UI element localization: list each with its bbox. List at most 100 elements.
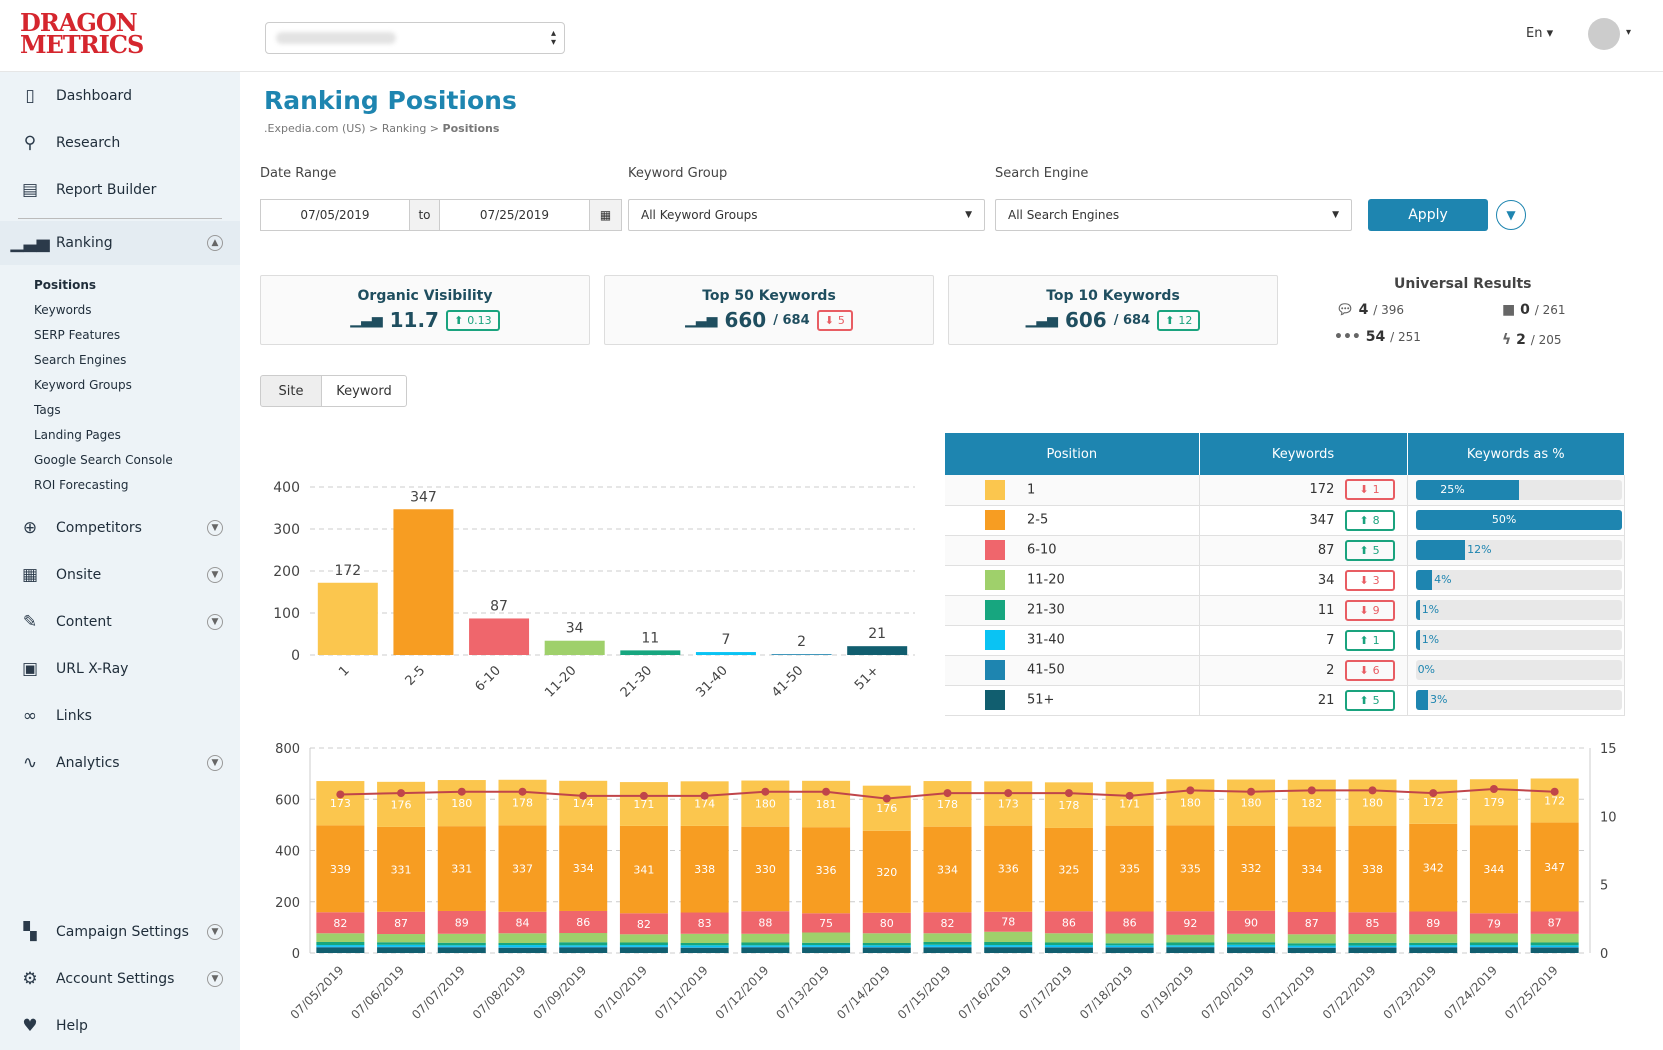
pct-cell: 25% bbox=[1407, 475, 1625, 506]
stack-segment bbox=[1530, 822, 1579, 912]
apply-button[interactable]: Apply bbox=[1368, 199, 1488, 231]
x-tick-label: 31-40 bbox=[693, 663, 730, 700]
stack-segment bbox=[1227, 947, 1276, 953]
expand-filters-button[interactable]: ▼ bbox=[1496, 200, 1526, 230]
sidebar-item-account-settings[interactable]: ⚙ Account Settings ▼ bbox=[0, 957, 240, 1001]
sidebar-sub-tags[interactable]: Tags bbox=[34, 403, 61, 417]
arrow-down-icon: ⬇ bbox=[1359, 603, 1369, 617]
y2-tick-label: 15 bbox=[1600, 742, 1617, 757]
x-tick-label: 1 bbox=[336, 663, 352, 679]
stack-segment bbox=[316, 912, 365, 934]
stack-segment bbox=[923, 947, 972, 953]
sidebar-item-research[interactable]: ⚲ Research bbox=[0, 121, 240, 165]
data-label: 21 bbox=[868, 626, 886, 642]
col-position[interactable]: Position bbox=[945, 433, 1200, 475]
sidebar: ▯ Dashboard ⚲ Research ▤ Report Builder ▁▃▅… bbox=[0, 72, 240, 1050]
sidebar-item-ranking[interactable]: ▁▃▅ Ranking ▲ bbox=[0, 221, 240, 265]
sidebar-item-links[interactable]: ∞ Links bbox=[0, 694, 240, 738]
sidebar-item-report-builder[interactable]: ▤ Report Builder bbox=[0, 168, 240, 212]
sidebar-sub-roi-forecasting[interactable]: ROI Forecasting bbox=[34, 478, 129, 492]
stack-segment bbox=[923, 941, 972, 945]
tab-keyword[interactable]: Keyword bbox=[321, 375, 407, 407]
bar-chart-icon: ▁▃▅ bbox=[685, 312, 718, 328]
stack-segment bbox=[559, 946, 608, 948]
language-selector[interactable]: En ▾ bbox=[1526, 26, 1554, 41]
y-tick-label: 600 bbox=[275, 793, 300, 808]
data-label: 173 bbox=[330, 797, 351, 810]
sidebar-item-dashboard[interactable]: ▯ Dashboard bbox=[0, 74, 240, 118]
y-tick-label: 400 bbox=[273, 480, 300, 496]
chevron-down-icon[interactable]: ▼ bbox=[207, 567, 223, 583]
sidebar-sub-keywords[interactable]: Keywords bbox=[34, 303, 92, 317]
top-bar: DRAGON METRICS ▴ ▾ En ▾ ▾ bbox=[0, 0, 1663, 72]
chevron-down-icon[interactable]: ▼ bbox=[207, 971, 223, 987]
breadcrumb-ranking[interactable]: Ranking bbox=[381, 122, 427, 135]
sidebar-item-url-xray[interactable]: ▣ URL X-Ray bbox=[0, 647, 240, 691]
logo[interactable]: DRAGON METRICS bbox=[20, 8, 144, 59]
data-label: 87 bbox=[1305, 917, 1319, 930]
stack-segment bbox=[1530, 911, 1579, 934]
stack-segment bbox=[1348, 942, 1397, 946]
breadcrumb: .Expedia.com (US) > Ranking > Positions bbox=[264, 122, 500, 135]
breadcrumb-site[interactable]: .Expedia.com (US) bbox=[264, 122, 366, 135]
avatar[interactable] bbox=[1588, 18, 1620, 50]
stack-segment bbox=[1105, 943, 1154, 946]
sidebar-item-analytics[interactable]: ∿ Analytics ▼ bbox=[0, 741, 240, 785]
data-label: 337 bbox=[512, 863, 533, 876]
x-tick-label: 11-20 bbox=[542, 663, 579, 700]
stack-segment bbox=[862, 943, 911, 946]
pct-cell: 3% bbox=[1407, 685, 1625, 716]
daily-ranking-chart: 0 200 400 600 800 0 5 10 15 82 339 173 07/05/2019 87 3… bbox=[275, 742, 1617, 1022]
sidebar-item-onsite[interactable]: ▦ Onsite ▼ bbox=[0, 553, 240, 597]
date-from-input[interactable]: 07/05/2019 bbox=[260, 199, 410, 231]
chevron-down-icon[interactable]: ▼ bbox=[207, 924, 223, 940]
chevron-down-icon[interactable]: ▼ bbox=[207, 755, 223, 771]
arrow-down-icon: ⬇ bbox=[1359, 483, 1369, 497]
stack-segment bbox=[680, 933, 729, 944]
stack-segment bbox=[1348, 947, 1397, 953]
search-engine-select[interactable]: All Search Engines ▼ bbox=[995, 199, 1352, 231]
arrow-up-icon: ⬆ bbox=[1359, 633, 1369, 647]
sidebar-item-help[interactable]: ♥ Help bbox=[0, 1004, 240, 1048]
stack-segment bbox=[1287, 943, 1336, 946]
stack-segment bbox=[1166, 945, 1215, 947]
col-keywords-pct[interactable]: Keywords as % bbox=[1407, 433, 1625, 475]
keyword-group-select[interactable]: All Keyword Groups ▼ bbox=[628, 199, 985, 231]
site-selector[interactable]: ▴ ▾ bbox=[265, 22, 565, 54]
stack-segment bbox=[1409, 934, 1458, 943]
date-to-input[interactable]: 07/25/2019 bbox=[439, 199, 590, 231]
chevron-up-icon[interactable]: ▲ bbox=[207, 235, 223, 251]
change-badge: ⬇ 1 bbox=[1344, 479, 1395, 501]
data-label: 336 bbox=[998, 863, 1019, 876]
sidebar-sub-search-engines[interactable]: Search Engines bbox=[34, 353, 127, 367]
chevron-down-icon[interactable]: ▼ bbox=[207, 614, 223, 630]
chevron-down-icon[interactable]: ▼ bbox=[207, 520, 223, 536]
sidebar-item-competitors[interactable]: ⊕ Competitors ▼ bbox=[0, 506, 240, 550]
col-keywords[interactable]: Keywords bbox=[1199, 433, 1408, 475]
sidebar-sub-positions[interactable]: Positions bbox=[34, 278, 97, 292]
stack-segment bbox=[984, 911, 1033, 932]
sidebar-sub-serp-features[interactable]: SERP Features bbox=[34, 328, 121, 342]
calendar-icon[interactable]: ▦ bbox=[589, 199, 622, 231]
sidebar-sub-keyword-groups[interactable]: Keyword Groups bbox=[34, 378, 132, 392]
data-label: 334 bbox=[1301, 863, 1322, 876]
stack-segment bbox=[1469, 913, 1518, 934]
edit-icon: ✎ bbox=[22, 612, 38, 632]
sidebar-sub-google-search-console[interactable]: Google Search Console bbox=[34, 453, 173, 467]
tab-site[interactable]: Site bbox=[260, 375, 322, 407]
stack-segment bbox=[984, 947, 1033, 953]
position-cell: 31-40 bbox=[945, 625, 1200, 656]
chevron-down-icon[interactable]: ▾ bbox=[1626, 27, 1632, 38]
sidebar-item-campaign-settings[interactable]: ▚ Campaign Settings ▼ bbox=[0, 910, 240, 954]
stack-segment bbox=[923, 946, 972, 948]
sidebar-sub-landing-pages[interactable]: Landing Pages bbox=[34, 428, 121, 442]
position-cell: 1 bbox=[945, 475, 1200, 506]
stack-segment bbox=[437, 945, 486, 947]
data-label: 334 bbox=[937, 863, 958, 876]
data-label: 180 bbox=[755, 798, 776, 811]
sidebar-item-content[interactable]: ✎ Content ▼ bbox=[0, 600, 240, 644]
stack-segment bbox=[377, 947, 426, 953]
x-tick-label: 07/13/2019 bbox=[773, 963, 832, 1022]
stack-segment bbox=[1044, 942, 1093, 946]
data-label: 338 bbox=[694, 863, 715, 876]
